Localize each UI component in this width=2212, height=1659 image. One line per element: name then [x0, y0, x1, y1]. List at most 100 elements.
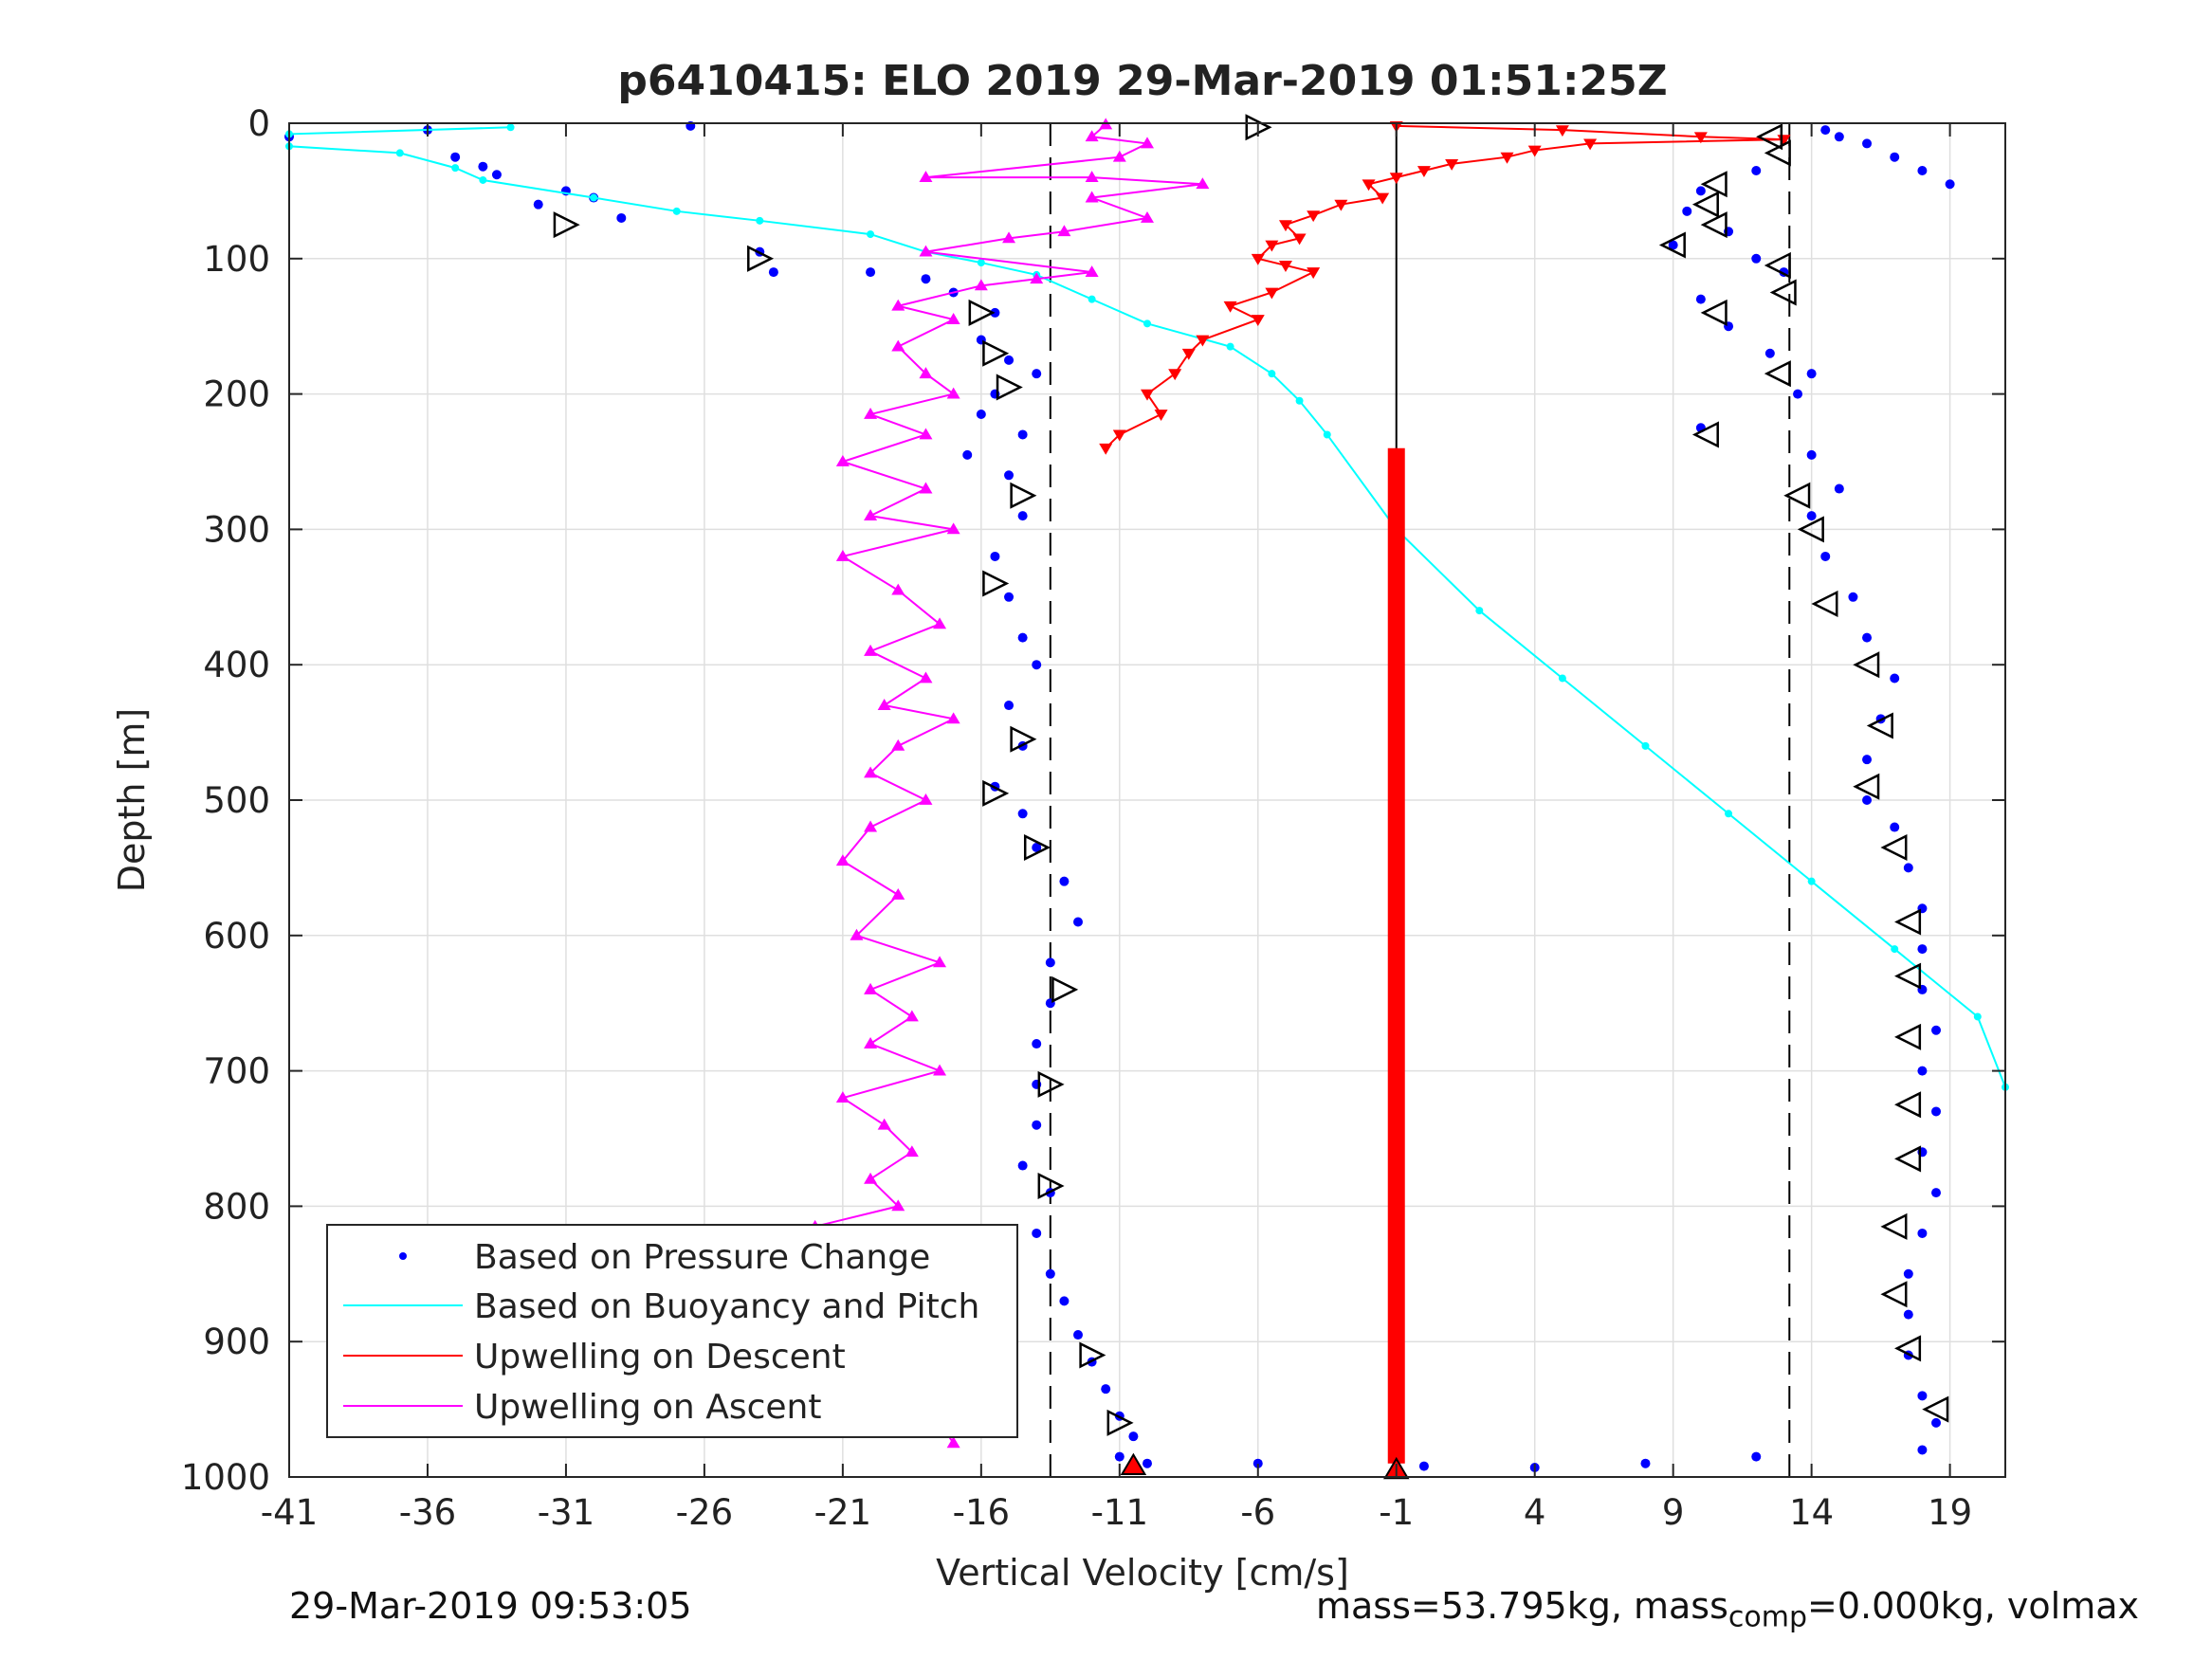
pressure-point: [1917, 1066, 1928, 1076]
pressure-point: [921, 274, 931, 284]
buoyancy-point: [1226, 342, 1234, 351]
descent-upwelling-point: [1251, 315, 1265, 327]
ascent-upwelling-point: [1085, 130, 1099, 142]
descent-upwelling-point: [1500, 152, 1514, 164]
ascent-upwelling-point: [864, 982, 878, 994]
y-tick-label: 500: [203, 780, 270, 821]
pressure-point: [1806, 449, 1817, 460]
x-tick-label: 4: [1524, 1492, 1546, 1533]
descent-upwelling-point: [1527, 145, 1542, 157]
heading-marker: [1894, 1023, 1922, 1050]
ascent-upwelling-point: [864, 408, 878, 419]
pressure-point: [1903, 1309, 1913, 1320]
x-axis-label: Vertical Velocity [cm/s]: [936, 1552, 1349, 1594]
mass-suffix: =0.000kg, volmax: [1807, 1585, 2140, 1627]
ascent-upwelling-point: [919, 793, 933, 805]
descent-upwelling-point: [1292, 233, 1307, 246]
descent-upwelling-point: [1389, 173, 1403, 185]
heading-marker: [1769, 279, 1797, 306]
heading-marker: [1853, 773, 1880, 800]
pressure-point: [1917, 165, 1928, 175]
y-tick-label: 400: [203, 645, 270, 685]
x-tick-label: -31: [538, 1492, 594, 1533]
pressure-point: [533, 199, 543, 210]
heading-marker: [1010, 482, 1037, 509]
ascent-upwelling-point: [905, 1145, 919, 1158]
pressure-point: [1101, 1384, 1111, 1395]
heading-marker: [1894, 962, 1922, 990]
legend-label-descent: Upwelling on Descent: [474, 1338, 846, 1376]
heading-marker: [1894, 1145, 1922, 1173]
ascent-upwelling-point: [919, 171, 933, 183]
descent-upwelling-point: [1445, 158, 1459, 171]
pressure-point: [478, 161, 488, 172]
pressure-point: [1032, 1228, 1042, 1238]
y-tick-label: 1000: [181, 1457, 270, 1498]
ascent-upwelling-point: [1002, 231, 1016, 244]
ascent-upwelling-point: [1030, 272, 1044, 284]
heading-marker: [1079, 1341, 1106, 1369]
series-line: [288, 126, 2006, 1088]
x-tick-label: -16: [953, 1492, 1010, 1533]
heading-marker: [1880, 1281, 1908, 1308]
ascent-upwelling-point: [891, 339, 905, 352]
pressure-point: [976, 410, 986, 420]
ascent-upwelling-point: [891, 738, 905, 751]
ascent-upwelling-point: [1141, 137, 1154, 149]
ascent-upwelling-point: [919, 428, 933, 440]
heading-marker: [1811, 590, 1838, 617]
ascent-upwelling-point: [946, 712, 960, 724]
descent-upwelling-point: [1223, 301, 1237, 313]
ascent-upwelling-point: [946, 313, 960, 324]
heading-marker: [982, 779, 1010, 807]
y-tick-label: 300: [203, 509, 270, 550]
mass-subscript: comp: [1728, 1600, 1808, 1634]
pressure-point: [1017, 1160, 1028, 1171]
pressure-point: [450, 152, 461, 162]
buoyancy-point: [1088, 295, 1096, 303]
legend-label-buoyancy: Based on Buoyancy and Pitch: [474, 1287, 979, 1326]
ascent-upwelling-point: [1085, 171, 1099, 183]
pressure-point: [1862, 632, 1873, 643]
legend-label-pressure: Based on Pressure Change: [474, 1238, 930, 1277]
heading-marker: [1700, 171, 1728, 198]
descent-upwelling-point: [1555, 125, 1569, 137]
descent-upwelling-point: [1099, 443, 1113, 455]
ascent-upwelling-point: [919, 367, 933, 379]
pressure-point: [1931, 1417, 1942, 1428]
ascent-upwelling-point: [1196, 177, 1210, 190]
heading-marker: [1894, 908, 1922, 936]
y-tick-label: 0: [247, 103, 270, 144]
ascent-upwelling-point: [891, 887, 905, 900]
ascent-upwelling-point: [877, 1118, 891, 1130]
y-tick-label: 700: [203, 1051, 270, 1092]
ascent-upwelling-point: [1057, 225, 1071, 237]
pressure-point: [1793, 389, 1803, 399]
heading-marker: [1880, 1212, 1908, 1240]
legend-swatch-pressure: [399, 1252, 407, 1260]
pressure-point: [1004, 355, 1015, 365]
x-tick-label: 14: [1789, 1492, 1834, 1533]
heading-marker: [1037, 1172, 1065, 1200]
pressure-point: [1931, 1025, 1942, 1035]
descent-upwelling-point: [1362, 179, 1376, 191]
pressure-point: [1114, 1451, 1124, 1462]
pressure-point: [962, 449, 973, 460]
descent-upwelling-point: [1376, 192, 1390, 205]
ascent-upwelling-point: [891, 299, 905, 311]
timestamp-label: 29-Mar-2019 09:53:05: [289, 1585, 692, 1627]
descent-upwelling-point: [1307, 267, 1321, 280]
pressure-point: [1820, 125, 1831, 136]
heading-marker: [1691, 421, 1719, 448]
pressure-point: [1931, 1106, 1942, 1117]
descent-upwelling-point: [1196, 335, 1210, 347]
pressure-point: [1751, 165, 1762, 175]
pressure-point: [1945, 179, 1955, 190]
pressure-point: [1017, 632, 1028, 643]
heading-marker: [1764, 360, 1791, 388]
heading-marker: [1783, 482, 1811, 509]
x-tick-label: -21: [814, 1492, 871, 1533]
pressure-point: [866, 267, 876, 278]
pressure-point: [1917, 1391, 1928, 1401]
pressure-point: [1834, 483, 1844, 494]
